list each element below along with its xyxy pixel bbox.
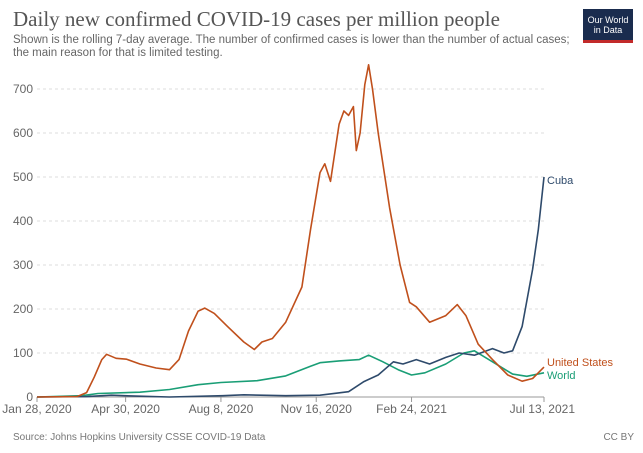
x-tick-label: Apr 30, 2020 — [91, 402, 160, 416]
logo-line-2: in Data — [593, 25, 623, 35]
license-badge[interactable]: CC BY — [603, 432, 634, 443]
y-tick-label: 0 — [26, 390, 33, 404]
y-tick-label: 100 — [13, 346, 33, 360]
series-label-united-states: United States — [547, 357, 614, 369]
y-tick-label: 200 — [13, 302, 33, 316]
series-line-united-states — [36, 64, 545, 398]
logo-line-1: Our World — [587, 15, 629, 25]
source-note[interactable]: Source: Johns Hopkins University CSSE CO… — [13, 432, 266, 443]
y-tick-label: 300 — [13, 258, 33, 272]
y-tick-label: 400 — [13, 214, 33, 228]
owid-logo[interactable]: Our World in Data — [583, 9, 633, 43]
y-tick-label: 600 — [13, 126, 33, 140]
x-tick-label: Nov 16, 2020 — [281, 402, 353, 416]
chart-title: Daily new confirmed COVID-19 cases per m… — [13, 7, 500, 31]
x-tick-label: Feb 24, 2021 — [376, 402, 447, 416]
series-line-world — [36, 350, 545, 398]
y-tick-label: 700 — [13, 82, 33, 96]
x-tick-label: Aug 8, 2020 — [189, 402, 254, 416]
series-label-world: World — [547, 370, 576, 382]
x-tick-label: Jul 13, 2021 — [510, 402, 576, 416]
series-line-cuba — [36, 176, 545, 398]
chart-subtitle: Shown is the rolling 7-day average. The … — [13, 34, 570, 59]
y-tick-label: 500 — [13, 170, 33, 184]
series-label-cuba: Cuba — [547, 175, 574, 187]
x-tick-label: Jan 28, 2020 — [2, 402, 72, 416]
